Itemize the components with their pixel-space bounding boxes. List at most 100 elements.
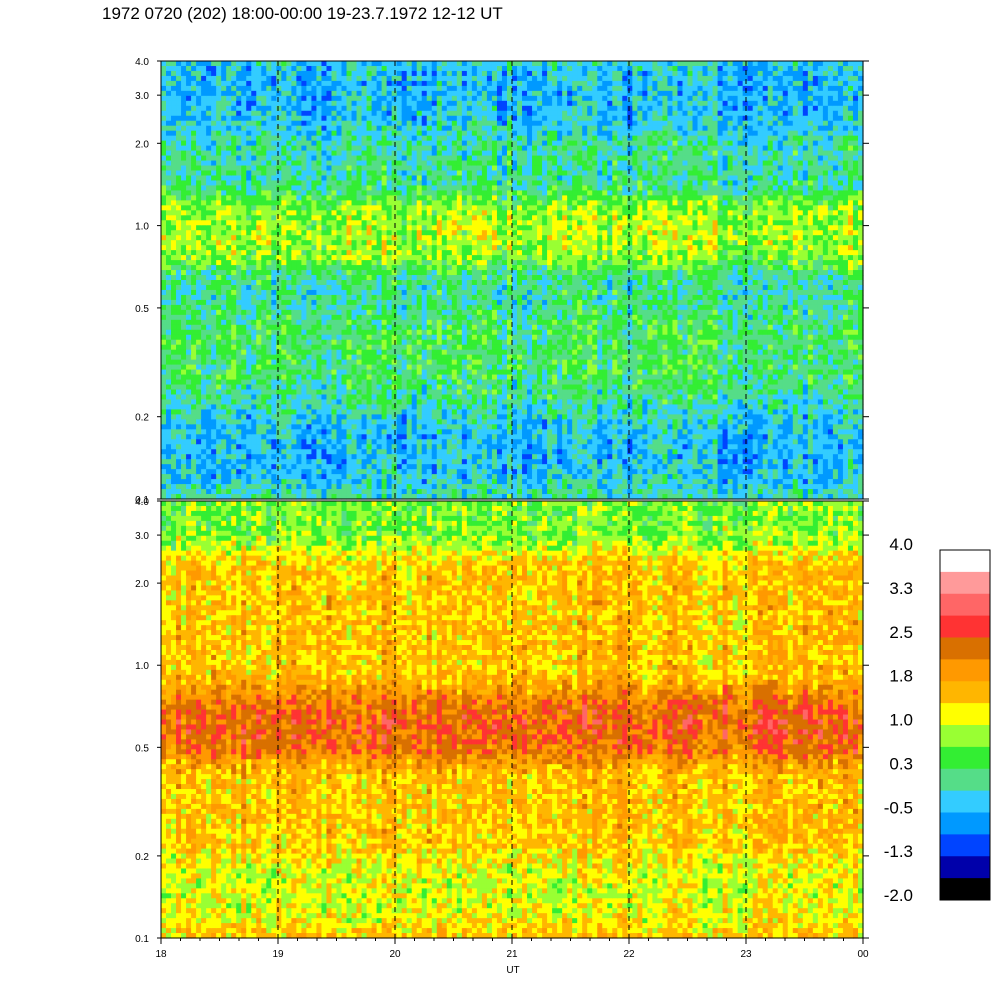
- heat-cell: [321, 384, 328, 391]
- heat-cell: [256, 324, 262, 331]
- heat-cell: [311, 479, 318, 485]
- heat-cell: [226, 299, 232, 306]
- heat-cell: [261, 145, 267, 152]
- heat-cell: [316, 170, 323, 177]
- heat-cell: [171, 349, 177, 356]
- heat-cell: [411, 110, 418, 117]
- heat-cell: [386, 384, 393, 391]
- heat-cell: [216, 394, 222, 401]
- heat-cell: [171, 314, 177, 321]
- heat-cell: [211, 414, 217, 420]
- heat-cell: [231, 65, 237, 72]
- heat-cell: [226, 260, 232, 266]
- heat-cell: [196, 304, 202, 311]
- heat-cell: [421, 100, 428, 107]
- heat-cell: [436, 439, 443, 445]
- heat-cell: [371, 474, 378, 480]
- heat-cell: [186, 424, 192, 430]
- heat-cell: [316, 220, 323, 226]
- heat-cell: [206, 369, 212, 376]
- heat-cell: [266, 270, 272, 276]
- heat-cell: [186, 329, 192, 336]
- heat-cell: [166, 90, 172, 97]
- heat-cell: [416, 100, 423, 107]
- heat-cell: [356, 250, 363, 256]
- heat-cell: [331, 309, 338, 316]
- heat-cell: [391, 484, 398, 490]
- heat-cell: [261, 170, 267, 177]
- heat-cell: [361, 185, 368, 192]
- heat-cell: [351, 100, 358, 107]
- heat-cell: [421, 185, 428, 192]
- heat-cell: [181, 105, 187, 112]
- heat-cell: [391, 210, 398, 216]
- heat-cell: [231, 339, 237, 346]
- heat-cell: [171, 369, 177, 376]
- heat-cell: [351, 489, 358, 495]
- heat-cell: [426, 210, 433, 216]
- heat-cell: [311, 294, 318, 301]
- heat-cell: [251, 444, 257, 450]
- heat-cell: [166, 100, 172, 107]
- heat-cell: [301, 424, 308, 430]
- heat-cell: [316, 140, 323, 147]
- heat-cell: [341, 414, 348, 420]
- heat-cell: [426, 260, 433, 266]
- heat-cell: [241, 240, 247, 246]
- heat-cell: [411, 494, 418, 500]
- heat-cell: [396, 205, 403, 211]
- heat-cell: [176, 185, 182, 192]
- heat-cell: [181, 235, 187, 241]
- heat-cell: [191, 130, 197, 137]
- heat-cell: [306, 125, 313, 132]
- heat-cell: [306, 374, 313, 381]
- heat-cell: [426, 230, 433, 236]
- heat-cell: [206, 424, 212, 430]
- heat-cell: [201, 175, 207, 182]
- heat-cell: [411, 354, 418, 361]
- heat-cell: [251, 414, 257, 420]
- heat-cell: [281, 389, 287, 396]
- heat-cell: [416, 250, 423, 256]
- heat-cell: [406, 180, 413, 187]
- heat-cell: [366, 235, 373, 241]
- heat-cell: [321, 349, 328, 356]
- heat-cell: [196, 429, 202, 435]
- heat-cell: [341, 459, 348, 465]
- heat-cell: [376, 314, 383, 321]
- heat-cell: [241, 494, 247, 500]
- heat-cell: [226, 61, 232, 67]
- heat-cell: [161, 240, 167, 246]
- heat-cell: [421, 270, 428, 276]
- heat-cell: [251, 354, 257, 361]
- heat-cell: [396, 195, 403, 201]
- heat-cell: [216, 414, 222, 420]
- heat-cell: [286, 439, 292, 445]
- heat-cell: [371, 160, 378, 167]
- heat-cell: [371, 324, 378, 331]
- heat-cell: [351, 65, 358, 72]
- heat-cell: [251, 454, 257, 460]
- heat-cell: [276, 409, 282, 415]
- heat-cell: [391, 130, 398, 137]
- heat-cell: [421, 120, 428, 127]
- heat-cell: [411, 250, 418, 256]
- heat-cell: [301, 155, 308, 162]
- heat-cell: [436, 85, 443, 92]
- heat-cell: [271, 469, 277, 475]
- heat-cell: [346, 309, 353, 316]
- heat-cell: [191, 489, 197, 495]
- heat-cell: [401, 70, 408, 77]
- heat-cell: [316, 464, 323, 470]
- heat-cell: [201, 344, 207, 351]
- heat-cell: [411, 399, 418, 406]
- heat-cell: [411, 225, 418, 231]
- heat-cell: [411, 115, 418, 122]
- heat-cell: [386, 439, 393, 445]
- heat-cell: [286, 344, 292, 351]
- heat-cell: [311, 190, 318, 196]
- heat-cell: [271, 120, 277, 127]
- heat-cell: [356, 105, 363, 112]
- heat-cell: [276, 424, 282, 430]
- heat-cell: [181, 289, 187, 296]
